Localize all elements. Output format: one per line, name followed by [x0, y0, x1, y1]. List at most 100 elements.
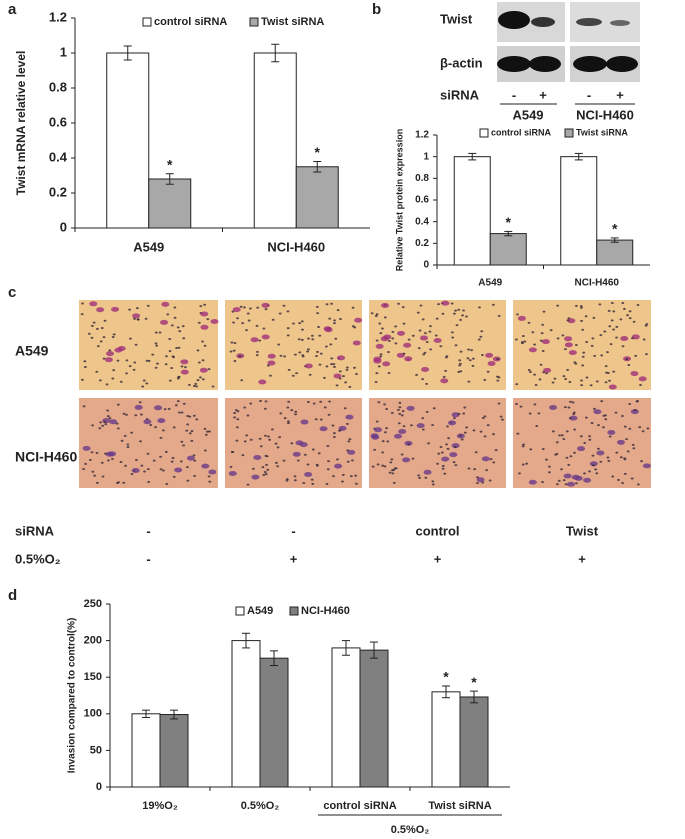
cell: [99, 340, 103, 343]
cell: [594, 468, 598, 471]
cell: [82, 405, 86, 408]
cell: [373, 448, 377, 451]
cell: [401, 410, 405, 413]
cell: [231, 310, 235, 313]
cell: [128, 365, 132, 368]
cell: [599, 334, 603, 337]
cell: [182, 444, 185, 447]
cell: [614, 411, 618, 414]
cell: [615, 451, 619, 454]
y-axis-label: Invasion compared to control(%): [67, 618, 78, 774]
cell: [147, 359, 151, 362]
cell: [522, 443, 525, 446]
cell: [485, 469, 489, 472]
cell: [180, 440, 184, 443]
x-tick-label: Twist siRNA: [428, 800, 491, 812]
cell: [334, 463, 343, 469]
cell: [298, 351, 302, 354]
charts: a 0 0.2 0.4 0.6 0.8 1 1.2 Twist mRNA relative le…: [8, 1, 650, 836]
cell: [93, 474, 97, 477]
cell: [459, 362, 462, 365]
cell: [386, 440, 390, 443]
cell: [568, 381, 572, 384]
cell: [336, 458, 339, 461]
cell: [564, 336, 573, 342]
cell: [190, 429, 194, 432]
cell: [246, 312, 250, 315]
cell: [595, 472, 599, 475]
cell: [159, 455, 162, 458]
cell: [563, 473, 572, 479]
cell: [316, 464, 319, 467]
cell: [308, 373, 312, 376]
x-tick-label: 19%O₂: [142, 800, 178, 812]
cell: [157, 418, 166, 424]
cell: [103, 319, 107, 322]
cell: [343, 407, 347, 410]
blot-row-label: Twist: [440, 11, 473, 26]
cell: [190, 439, 194, 442]
cell: [318, 363, 322, 366]
cell: [574, 343, 578, 346]
cell: [161, 301, 170, 307]
cell: [232, 349, 236, 352]
cell: [463, 431, 467, 434]
cell: [470, 349, 473, 352]
cell: [621, 414, 624, 417]
cell: [515, 383, 519, 386]
significance-mark: *: [612, 221, 618, 237]
cell: [170, 367, 174, 370]
cell: [584, 315, 588, 318]
cell: [119, 461, 123, 464]
cell: [177, 346, 181, 349]
cell: [203, 449, 207, 452]
cell: [538, 378, 542, 381]
legend-swatch: [249, 17, 259, 27]
cell: [606, 372, 610, 375]
cell: [370, 312, 374, 315]
cell: [431, 424, 434, 427]
cell: [126, 445, 130, 448]
cell: [319, 352, 323, 355]
cell: [483, 435, 487, 438]
cell: [258, 379, 267, 385]
cell: [398, 401, 402, 404]
cell: [402, 425, 406, 428]
cell: [632, 320, 636, 323]
cell: [249, 438, 253, 441]
cell: [563, 406, 567, 409]
cell: [168, 338, 172, 341]
cell: [233, 360, 237, 363]
cell: [345, 366, 349, 369]
cell: [338, 377, 342, 380]
cell: [463, 406, 467, 409]
micrograph: [369, 398, 506, 488]
blot-band: [531, 17, 555, 27]
cell: [200, 311, 209, 317]
cell: [460, 438, 464, 441]
cell: [307, 348, 310, 351]
cell: [265, 463, 268, 466]
cell: [402, 322, 406, 325]
cell: [533, 373, 536, 376]
cell: [162, 469, 165, 472]
cell: [483, 378, 487, 381]
cell: [332, 363, 336, 366]
cell: [400, 453, 404, 456]
cell: [441, 451, 444, 454]
cell: [176, 377, 180, 380]
cell: [381, 451, 385, 454]
cell: [296, 459, 300, 462]
cell: [286, 310, 290, 313]
cell: [147, 480, 151, 483]
cell: [451, 443, 460, 449]
cell: [345, 422, 349, 425]
cell: [304, 472, 313, 478]
cell: [177, 411, 181, 414]
cell: [341, 473, 345, 476]
cell: [628, 402, 632, 405]
cell: [236, 418, 240, 421]
cell: [494, 449, 498, 452]
cell: [238, 355, 242, 358]
cell: [133, 361, 137, 364]
